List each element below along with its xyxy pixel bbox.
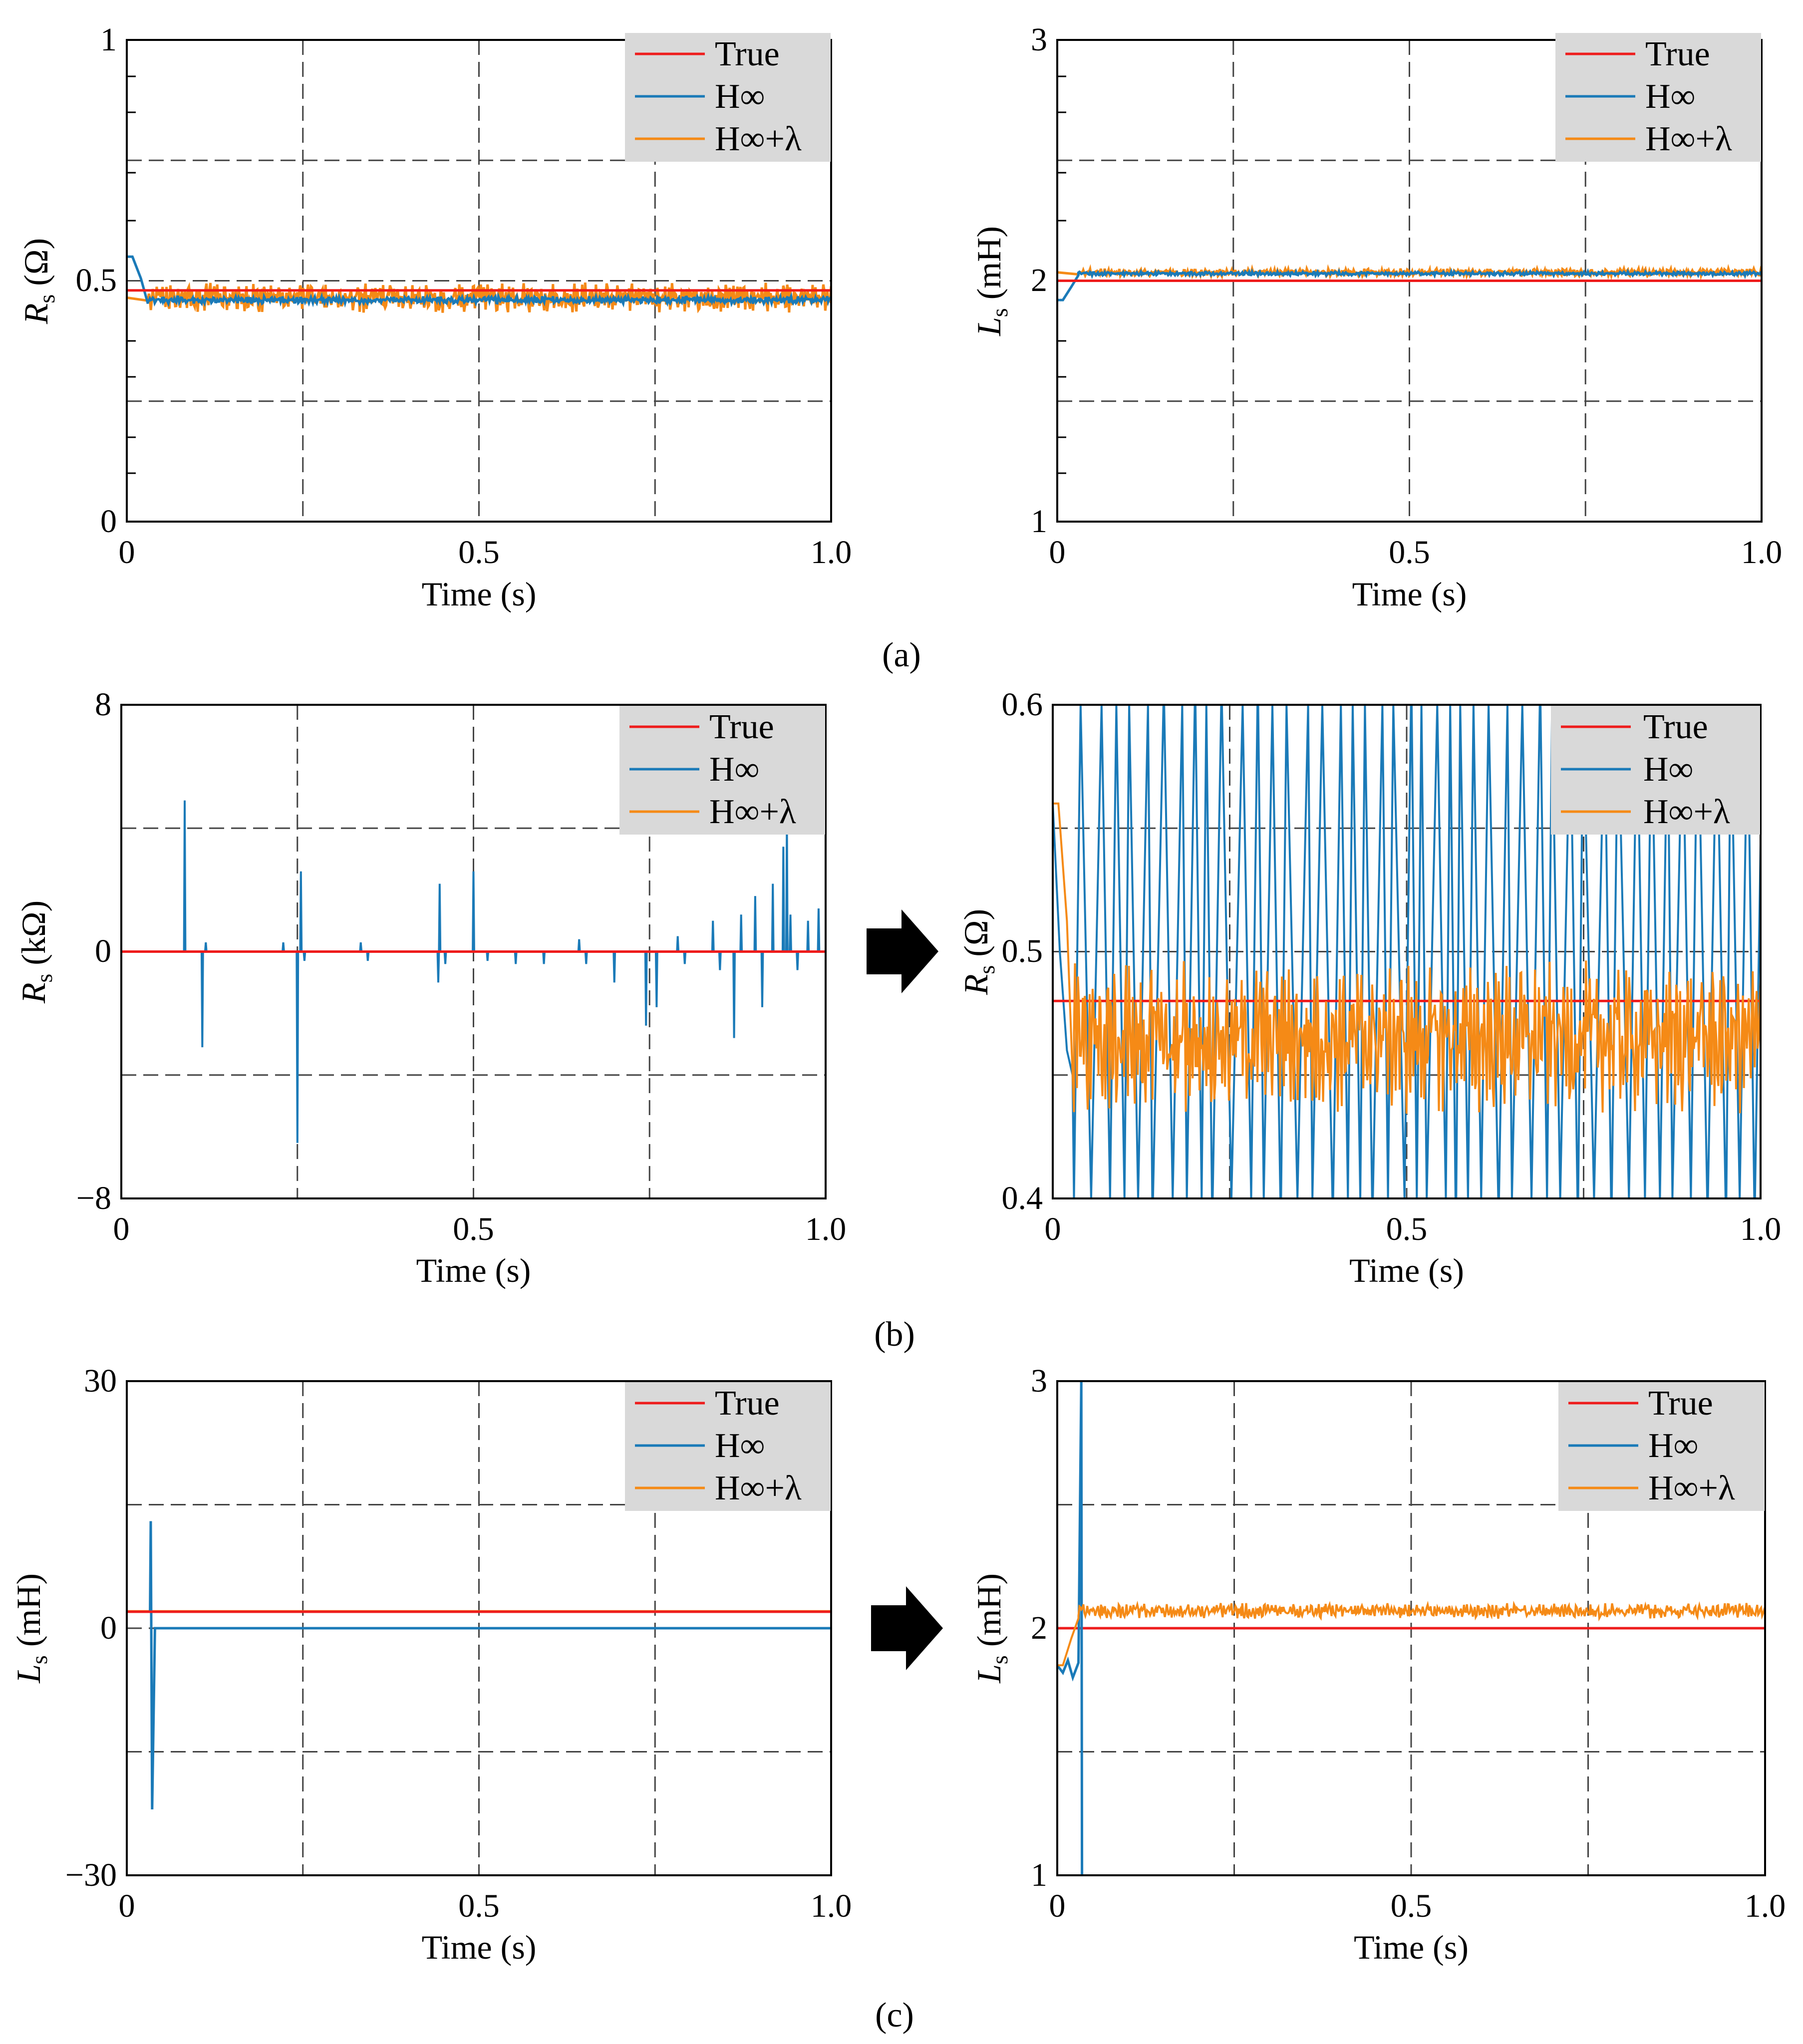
- x-tick-label: 1.0: [811, 1888, 852, 1924]
- y-tick-label: 0: [100, 503, 117, 540]
- y-tick-label: 0: [100, 1610, 117, 1646]
- y-tick-label: −8: [76, 1180, 111, 1216]
- legend-true-label: True: [1648, 1384, 1713, 1423]
- chart-c-left: 30 0 −30 0 0.5 1.0 Time (s) Ls (mH) True…: [9, 1363, 852, 1966]
- x-tick-label: 0.5: [458, 1888, 500, 1924]
- y-tick-label: 1: [1031, 503, 1047, 540]
- y-tick-label: 0.5: [76, 262, 117, 298]
- legend-hinf-label: H∞: [715, 1427, 765, 1465]
- legend-true-label: True: [1643, 708, 1708, 746]
- plot-frame: [126, 39, 832, 523]
- y-axis-label: Rs (Ω): [957, 909, 999, 995]
- x-tick-label: 0: [119, 1888, 135, 1924]
- x-axis-label: Time (s): [416, 1251, 531, 1289]
- plot-frame: [1052, 704, 1762, 1199]
- legend: True H∞ H∞+λ: [625, 1382, 831, 1511]
- arrow-right-icon: [867, 909, 938, 993]
- y-tick-label: 1: [1031, 1857, 1047, 1893]
- caption-a: (a): [882, 636, 921, 674]
- x-tick-label: 0: [1045, 1211, 1061, 1247]
- y-tick-label: −30: [65, 1857, 117, 1893]
- caption-b: (b): [874, 1315, 915, 1354]
- y-axis-label: Ls (mH): [970, 226, 1012, 336]
- plot-frame: [1056, 1380, 1766, 1876]
- legend-hinf-label: H∞: [709, 750, 759, 789]
- y-tick-label: 0: [95, 933, 111, 969]
- series-hinf-lambda-line: [1057, 1600, 1765, 1667]
- legend-hinf-label: H∞: [715, 77, 765, 116]
- series-hinf-line: [127, 255, 831, 308]
- y-axis-label: Rs (Ω): [17, 238, 59, 324]
- legend-true-label: True: [715, 35, 780, 73]
- legend-hinf-lambda-label: H∞+λ: [709, 793, 796, 831]
- x-tick-label: 0.5: [453, 1211, 494, 1247]
- legend: True H∞ H∞+λ: [625, 33, 831, 162]
- plot-frame: [1056, 39, 1763, 523]
- y-tick-label: 0.5: [1002, 933, 1043, 969]
- x-tick-label: 1.0: [1741, 534, 1783, 571]
- legend: True H∞ H∞+λ: [619, 706, 825, 835]
- legend-hinf-lambda-label: H∞+λ: [1648, 1469, 1735, 1507]
- legend-hinf-label: H∞: [1643, 750, 1693, 789]
- y-axis-label: Rs (kΩ): [14, 900, 57, 1004]
- legend-true-label: True: [715, 1384, 780, 1423]
- y-axis-label: Ls (mH): [9, 1573, 52, 1684]
- x-tick-label: 1.0: [1745, 1888, 1786, 1924]
- x-tick-label: 0.5: [1389, 534, 1430, 571]
- y-tick-label: 0.4: [1002, 1180, 1043, 1216]
- x-axis-label: Time (s): [1354, 1928, 1469, 1966]
- y-tick-label: 2: [1031, 262, 1047, 298]
- x-tick-label: 0: [1049, 1888, 1066, 1924]
- x-tick-label: 1.0: [811, 534, 852, 571]
- legend-hinf-label: H∞: [1648, 1427, 1698, 1465]
- caption-c: (c): [875, 1996, 914, 2035]
- series-hinf-lambda-line: [1053, 802, 1761, 1114]
- chart-a-left: 1 0.5 0 0 0.5 1.0 Time (s) Rs (Ω) True H…: [17, 21, 852, 613]
- chart-a-right: 3 2 1 0 0.5 1.0 Time (s) Ls (mH) True H∞…: [970, 21, 1782, 613]
- legend: True H∞ H∞+λ: [1551, 706, 1760, 835]
- chart-b-left: 8 0 −8 0 0.5 1.0 Time (s) Rs (kΩ) True H…: [14, 686, 846, 1289]
- y-tick-label: 8: [95, 686, 111, 723]
- ticks: [127, 75, 136, 474]
- legend: True H∞ H∞+λ: [1558, 1382, 1765, 1511]
- x-tick-label: 0: [113, 1211, 130, 1247]
- legend-hinf-label: H∞: [1645, 77, 1695, 116]
- x-axis-label: Time (s): [422, 1928, 537, 1966]
- series-hinf-line: [1057, 268, 1762, 301]
- chart-b-right: 0.6 0.5 0.4 0 0.5 1.0 Time (s) Rs (Ω) Tr…: [957, 686, 1781, 1289]
- x-tick-label: 1.0: [805, 1211, 847, 1247]
- chart-c-right: 3 2 1 0 0.5 1.0 Time (s) Ls (mH) True H∞…: [970, 1363, 1786, 1966]
- series-hinf-line: [1057, 1381, 1084, 1875]
- x-tick-label: 0: [1049, 534, 1066, 571]
- legend-true-label: True: [1645, 35, 1710, 73]
- arrow-right-icon: [871, 1586, 943, 1670]
- ticks: [1057, 75, 1066, 474]
- y-tick-label: 3: [1031, 21, 1047, 58]
- plot-frame: [126, 1380, 832, 1876]
- x-axis-label: Time (s): [1352, 575, 1467, 613]
- legend-hinf-lambda-label: H∞+λ: [715, 120, 802, 158]
- x-axis-label: Time (s): [1349, 1251, 1464, 1289]
- y-tick-label: 0.6: [1002, 686, 1043, 723]
- legend-true-label: True: [709, 708, 774, 746]
- x-axis-label: Time (s): [422, 575, 537, 613]
- x-tick-label: 1.0: [1740, 1211, 1782, 1247]
- x-tick-label: 0.5: [1391, 1888, 1432, 1924]
- x-tick-label: 0.5: [458, 534, 500, 571]
- legend-hinf-lambda-label: H∞+λ: [1645, 120, 1732, 158]
- x-tick-label: 0: [119, 534, 135, 571]
- legend-hinf-lambda-label: H∞+λ: [715, 1469, 802, 1507]
- x-tick-label: 0.5: [1386, 1211, 1428, 1247]
- y-axis-label: Ls (mH): [970, 1573, 1012, 1684]
- y-tick-label: 3: [1031, 1363, 1047, 1399]
- y-tick-label: 1: [100, 21, 117, 58]
- legend-hinf-lambda-label: H∞+λ: [1643, 793, 1730, 831]
- plot-frame: [120, 704, 827, 1199]
- y-tick-label: 2: [1031, 1610, 1047, 1646]
- y-tick-label: 30: [84, 1363, 117, 1399]
- legend: True H∞ H∞+λ: [1555, 33, 1761, 162]
